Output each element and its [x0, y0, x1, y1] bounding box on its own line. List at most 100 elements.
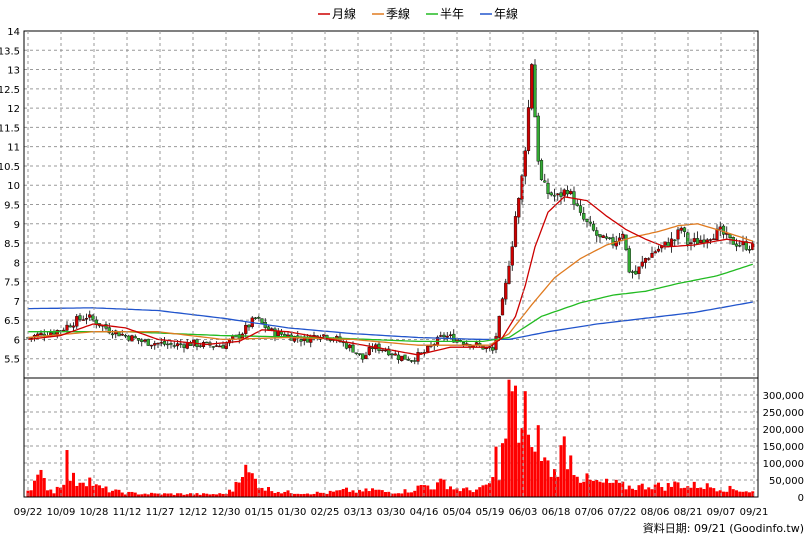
candle-body	[117, 331, 121, 337]
volume-bar	[270, 491, 274, 497]
volume-bar	[179, 493, 183, 497]
volume-bar	[426, 485, 430, 497]
volume-bar	[137, 494, 140, 497]
volume-bar	[699, 487, 703, 497]
volume-bar	[731, 489, 735, 497]
volume-bar	[445, 489, 449, 497]
candle-body	[663, 241, 667, 246]
candle-body	[569, 190, 573, 195]
volume-bar	[718, 490, 722, 497]
candle-body	[679, 227, 683, 231]
candle-body	[552, 194, 557, 197]
candle-body	[182, 344, 186, 348]
date-tick-label: 04/16	[410, 507, 439, 518]
volume-bar	[348, 491, 352, 497]
volume-bar	[354, 492, 358, 497]
price-tick-label: 7.5	[4, 278, 20, 289]
volume-bar	[605, 478, 608, 497]
price-tick-label: 10	[7, 181, 20, 192]
volume-bar	[592, 480, 595, 497]
volume-bar	[75, 485, 79, 497]
volume-bar	[523, 391, 527, 497]
candle-body	[162, 341, 167, 345]
volume-bar	[406, 492, 410, 497]
volume-bar	[267, 487, 270, 497]
volume-bar	[260, 487, 264, 497]
candle-body	[497, 315, 501, 338]
volume-bar	[338, 490, 342, 497]
volume-bar	[211, 494, 215, 497]
volume-bar	[722, 491, 725, 497]
volume-bar	[133, 492, 137, 497]
volume-bar	[624, 489, 628, 497]
price-tick-label: 14	[7, 27, 20, 38]
volume-bar	[328, 490, 332, 497]
candle-body	[406, 359, 410, 361]
ma-quarter-line	[27, 223, 753, 346]
legend-item-3: 年線	[480, 6, 518, 21]
volume-bar	[241, 477, 244, 497]
volume-bar	[205, 493, 209, 497]
volume-bar	[575, 476, 579, 497]
volume-bar	[465, 487, 469, 497]
candle-body	[738, 245, 742, 247]
volume-bar	[494, 446, 498, 497]
volume-bar	[458, 491, 462, 497]
volume-bar	[319, 492, 322, 497]
volume-bar	[572, 475, 576, 497]
date-tick-label: 03/13	[344, 507, 373, 518]
legend-label: 季線	[386, 6, 410, 21]
candle-body	[292, 335, 297, 342]
candle-body	[136, 338, 141, 341]
date-tick-label: 08/21	[674, 507, 703, 518]
volume-bar	[692, 481, 696, 497]
volume-bar	[478, 487, 482, 497]
volume-bar	[660, 487, 664, 497]
candle-body	[253, 317, 258, 319]
volume-bar	[696, 488, 699, 497]
volume-bar	[504, 438, 508, 497]
candle-body	[231, 336, 235, 339]
volume-bar	[299, 494, 303, 497]
candle-body	[68, 325, 72, 328]
volume-bar	[218, 493, 222, 497]
volume-bar	[517, 442, 521, 497]
volume-bar	[169, 493, 173, 497]
price-axis-ticks: 14 13.5 13 12.5 12 11.5 11 10.5 10 9.5 9 8.5 8 7.5 7 6.…	[0, 27, 20, 366]
price-tick-label: 12.5	[0, 85, 20, 96]
volume-bar	[166, 493, 170, 497]
volume-bar	[36, 474, 40, 497]
volume-bar	[117, 489, 121, 497]
candle-body	[426, 345, 430, 353]
volume-bar	[390, 493, 394, 497]
volume-bar	[439, 478, 443, 497]
volume-bar	[491, 477, 495, 497]
volume-bar	[120, 492, 124, 497]
volume-bar	[176, 493, 179, 497]
candle-body	[110, 333, 115, 336]
candle-body	[624, 234, 628, 250]
candle-body	[88, 314, 92, 318]
price-tick-label: 6	[14, 335, 20, 346]
candle-body	[559, 192, 563, 197]
candle-body	[686, 232, 690, 245]
price-tick-label: 8	[14, 258, 20, 269]
candle-body	[546, 182, 550, 194]
volume-bar	[484, 484, 488, 497]
candle-body	[650, 253, 654, 258]
volume-bar	[507, 379, 511, 497]
volume-bar	[588, 479, 592, 497]
date-tick-label: 07/22	[608, 507, 637, 518]
volume-bar	[738, 491, 742, 497]
price-tick-label: 6.5	[4, 316, 20, 327]
candle-body	[114, 330, 118, 335]
candle-body	[543, 180, 547, 183]
candle-body	[445, 335, 449, 338]
volume-bar	[497, 480, 501, 497]
volume-bar	[631, 488, 634, 497]
candle-body	[143, 339, 147, 342]
candle-body	[741, 241, 745, 246]
volume-bar	[111, 490, 114, 497]
volume-bar	[185, 494, 189, 497]
volume-bar	[312, 493, 316, 497]
